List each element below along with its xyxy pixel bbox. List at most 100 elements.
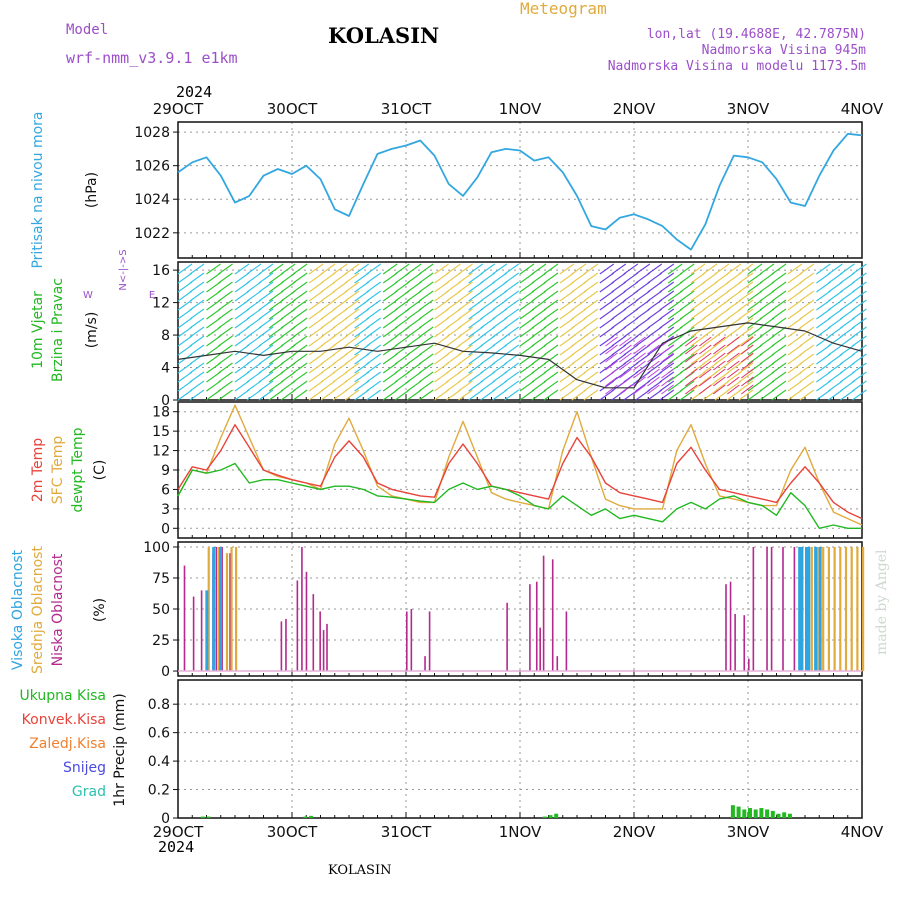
wind-barb <box>559 335 575 347</box>
wind-barb <box>206 362 221 374</box>
wind-barb <box>559 371 575 383</box>
wind-barb <box>458 362 473 374</box>
y-tick-label: 9 <box>161 463 170 479</box>
wind-barb <box>635 308 651 320</box>
wind-barb <box>280 353 296 365</box>
wind-barb <box>218 308 233 320</box>
wind-barb <box>667 335 683 347</box>
wind-barb <box>599 308 615 320</box>
wind-barb <box>519 326 535 338</box>
wind-barb <box>702 308 718 320</box>
wind-barb <box>714 371 730 383</box>
wind-barb <box>280 344 296 356</box>
wind-barb <box>189 281 205 293</box>
wind-barb <box>726 360 740 371</box>
cloud-bar <box>219 546 223 672</box>
y-tick-label: 15 <box>152 424 170 440</box>
wind-barb <box>354 326 370 338</box>
wind-barb <box>840 326 855 338</box>
wind-barb <box>418 353 434 365</box>
wind-barb <box>679 380 695 392</box>
wind-barb <box>799 299 815 311</box>
wind-barb <box>738 371 754 383</box>
wind-barb <box>787 389 803 401</box>
wind-barb <box>308 326 324 338</box>
wind-barb <box>679 335 695 347</box>
wind-barb <box>504 380 520 392</box>
wind-barb <box>458 371 473 383</box>
wind-barb <box>635 380 651 392</box>
wind-barb <box>583 326 599 338</box>
wind-barb <box>268 353 284 365</box>
wind-barb <box>690 380 706 392</box>
wind-barb <box>726 352 740 363</box>
wind-barb <box>366 353 382 365</box>
wind-barb <box>354 380 370 392</box>
wind-barb <box>258 389 274 401</box>
cloud-bar <box>734 613 736 672</box>
wind-barb <box>418 371 434 383</box>
wind-barb <box>492 362 508 374</box>
wind-barb <box>647 384 660 395</box>
wind-barb <box>218 389 233 401</box>
wind-barb <box>771 299 787 311</box>
cloud-bar <box>424 656 426 672</box>
cloud-bar <box>556 656 559 672</box>
wind-barb <box>468 362 484 374</box>
wind-barb <box>583 308 599 320</box>
wind-barb <box>799 263 815 275</box>
wind-barb <box>702 263 718 275</box>
precip-unit: 1hr Precip (mm) <box>112 693 128 806</box>
wind-barb <box>258 299 274 311</box>
wind-barb <box>623 272 639 284</box>
wind-barb <box>308 362 324 374</box>
wind-barb <box>726 389 742 401</box>
cloud-bar <box>542 555 545 672</box>
wind-barb <box>659 380 675 392</box>
wind-barb <box>519 299 535 311</box>
wind-barb <box>543 263 559 275</box>
year-top: 2024 <box>176 83 212 101</box>
wind-barb <box>635 299 651 311</box>
wind-barb <box>840 380 855 392</box>
wind-barb <box>726 290 742 302</box>
wind-barb <box>623 389 639 401</box>
wind-barb <box>828 290 843 302</box>
wind-barb <box>280 317 296 329</box>
wind-barb <box>599 362 615 374</box>
wind-barb <box>623 326 639 338</box>
wind-barb <box>690 299 706 311</box>
cloud-bar <box>856 546 859 672</box>
cloud-bar <box>217 546 221 672</box>
wind-barb <box>394 272 410 284</box>
wind-barb <box>787 290 803 302</box>
wind-barb <box>406 353 422 365</box>
panel-pressure: 1022 1024 1026 1028 <box>134 121 863 259</box>
wind-barb <box>189 362 205 374</box>
wind-barb <box>480 326 496 338</box>
wind-barb <box>434 326 449 338</box>
wind-barb <box>268 371 284 383</box>
wind-barb <box>332 344 348 356</box>
wind-barb <box>531 362 547 374</box>
wind-barb <box>206 308 221 320</box>
wind-barb <box>623 263 639 275</box>
wind-barb <box>382 272 398 284</box>
wind-barb <box>771 353 787 365</box>
wind-barb <box>679 290 695 302</box>
wind-barb <box>619 384 632 395</box>
wind-barb <box>504 308 520 320</box>
x-tick-label-top: 2NOV <box>613 100 656 118</box>
wind-barb <box>623 317 639 329</box>
wind-barb <box>690 344 706 356</box>
wind-barb <box>571 362 587 374</box>
wind-barb <box>292 362 308 374</box>
wind-barb <box>458 326 473 338</box>
wind-barb <box>354 353 370 365</box>
wind-barb <box>206 389 221 401</box>
wind-barb <box>559 326 575 338</box>
wind-barb <box>458 263 473 275</box>
cloud-bar <box>850 546 853 672</box>
wind-barb <box>659 371 675 383</box>
wind-barb <box>366 299 382 311</box>
